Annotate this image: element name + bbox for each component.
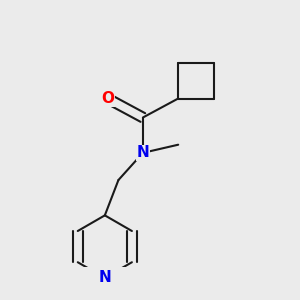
Text: N: N — [98, 270, 111, 285]
Text: O: O — [101, 91, 114, 106]
Text: N: N — [136, 146, 149, 160]
